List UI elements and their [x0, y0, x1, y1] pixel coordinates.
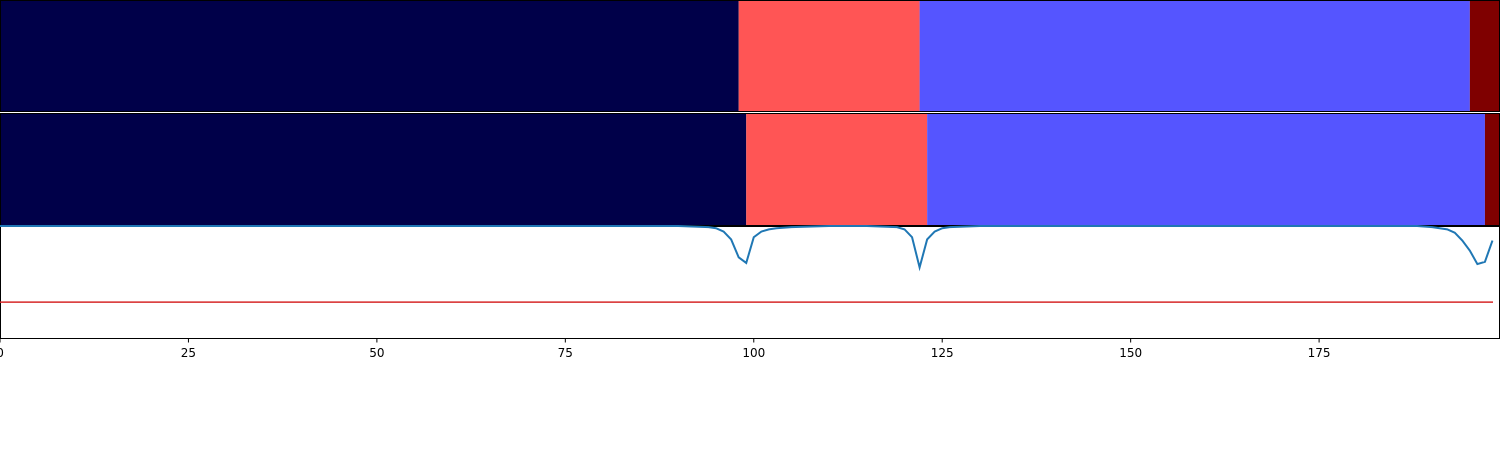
segment-row1-3 — [919, 0, 1470, 112]
x-axis: 0 25 50 75 100 125 150 175 — [0, 338, 1331, 360]
x-tick-label: 175 — [1308, 346, 1331, 360]
segment-row1-4 — [1469, 0, 1500, 112]
segment-row2-4 — [1484, 113, 1500, 226]
x-tick-label: 150 — [1119, 346, 1142, 360]
x-tick-label: 75 — [558, 346, 573, 360]
segment-row-1 — [0, 0, 1500, 112]
score-series-line — [0, 225, 1494, 272]
x-tick-label: 0 — [0, 346, 4, 360]
x-tick-label: 125 — [931, 346, 954, 360]
segment-row1-2 — [738, 0, 920, 112]
line-panel-frame — [0, 226, 1500, 339]
segment-row-2 — [0, 113, 1500, 226]
segment-row2-1 — [0, 113, 747, 226]
x-tick-label: 25 — [181, 346, 196, 360]
segment-row1-1 — [0, 0, 739, 112]
x-tick-label: 100 — [742, 346, 765, 360]
score-line-panel — [0, 225, 1500, 339]
segment-row2-3 — [927, 113, 1485, 226]
segment-row2-2 — [746, 113, 928, 226]
x-tick-label: 50 — [369, 346, 384, 360]
